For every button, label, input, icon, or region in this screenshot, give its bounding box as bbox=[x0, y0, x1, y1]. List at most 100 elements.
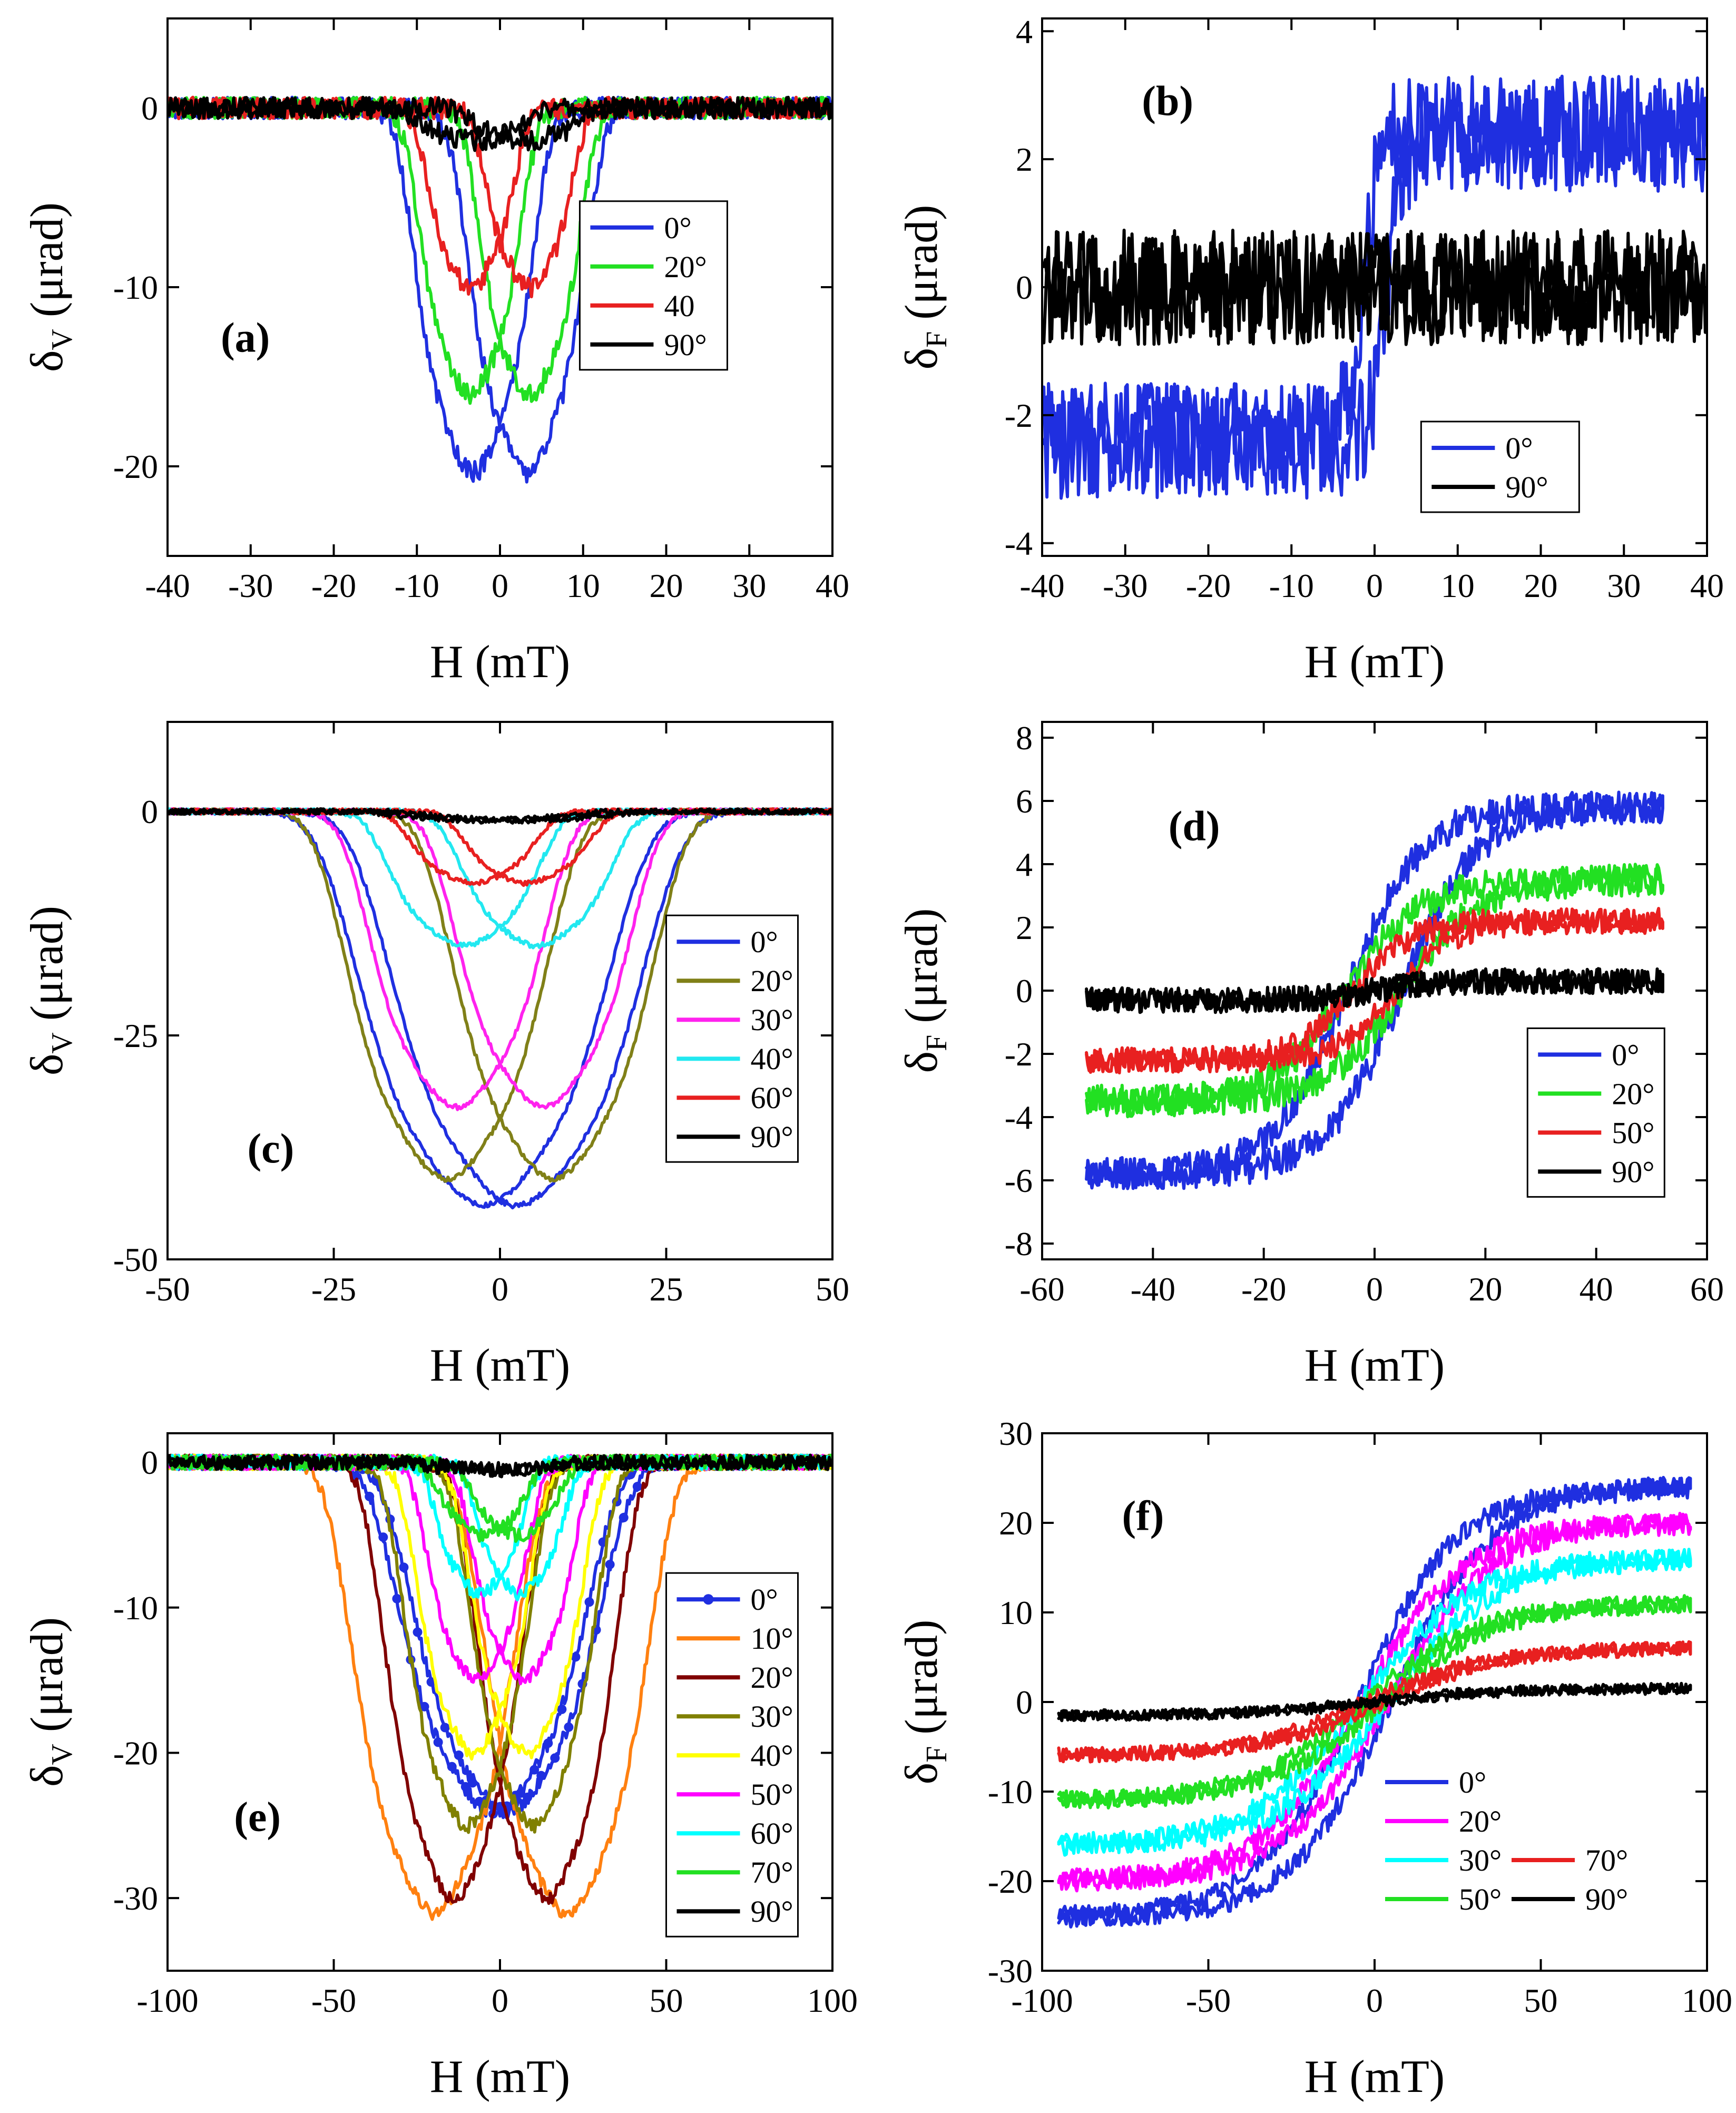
y-axis-title-d: δF (μrad) bbox=[896, 908, 953, 1073]
y-axis-title-unit-d: (μrad) bbox=[896, 908, 947, 1035]
series-marker-e-0-63 bbox=[619, 1513, 629, 1523]
legend-label-f-3: 50° bbox=[1459, 1882, 1502, 1916]
x-tick-label-d-2: -20 bbox=[1241, 1270, 1286, 1308]
y-axis-title-unit-a: (μrad) bbox=[22, 202, 73, 329]
series-marker-e-0-30 bbox=[392, 1593, 402, 1603]
legend-label-e-2: 20° bbox=[751, 1660, 793, 1695]
y-axis-title-sub-e: V bbox=[46, 1744, 79, 1765]
legend-box-c bbox=[665, 914, 799, 1163]
series-marker-e-0-26 bbox=[365, 1492, 375, 1502]
series-marker-e-0-24 bbox=[351, 1471, 361, 1481]
y-axis-title-unit-f: (μrad) bbox=[896, 1620, 947, 1746]
series-line-a-2 bbox=[168, 95, 832, 299]
y-axis-title-main-a: δ bbox=[22, 350, 73, 372]
series-marker-e-0-61 bbox=[605, 1560, 615, 1570]
legend-label-e-4: 40° bbox=[751, 1738, 793, 1773]
y-tick-label-c-1: -25 bbox=[113, 1017, 158, 1054]
series-marker-e-0-36 bbox=[433, 1737, 443, 1747]
x-axis-title-f: H (mT) bbox=[1305, 2051, 1445, 2102]
y-axis-title-b: δF (μrad) bbox=[896, 205, 953, 370]
x-tick-label-d-3: 0 bbox=[1366, 1270, 1383, 1308]
legend-label-e-3: 30° bbox=[751, 1699, 793, 1734]
series-marker-e-0-54 bbox=[557, 1704, 567, 1714]
series-marker-e-0-56 bbox=[571, 1652, 581, 1662]
series-line-f-2 bbox=[1057, 1548, 1692, 1857]
legend-label-c-1: 20° bbox=[751, 964, 793, 998]
x-tick-label-b-6: 20 bbox=[1524, 567, 1558, 604]
y-axis-title-main-d: δ bbox=[896, 1051, 947, 1073]
y-axis-title-main-f: δ bbox=[896, 1763, 947, 1784]
panel-label-a: (a) bbox=[221, 315, 270, 361]
y-tick-label-d-5: 2 bbox=[1016, 909, 1033, 946]
series-marker-e-0-34 bbox=[419, 1701, 429, 1711]
series-marker-e-0-40 bbox=[460, 1782, 470, 1792]
series-marker-e-0-33 bbox=[413, 1627, 423, 1637]
y-axis-title-unit-e: (μrad) bbox=[22, 1617, 73, 1744]
panel-label-c: (c) bbox=[247, 1126, 294, 1172]
y-tick-label-b-0: -4 bbox=[1005, 525, 1033, 562]
y-axis-title-unit-c: (μrad) bbox=[22, 906, 73, 1032]
series-line-f-4 bbox=[1057, 1640, 1692, 1764]
legend-label-f-2: 30° bbox=[1459, 1843, 1502, 1877]
series-line-c-5 bbox=[168, 807, 832, 825]
y-axis-title-a: δV (μrad) bbox=[22, 202, 79, 372]
series-line-f-3 bbox=[1057, 1594, 1692, 1809]
x-tick-label-c-3: 25 bbox=[650, 1270, 683, 1308]
legend-label-f-0: 0° bbox=[1459, 1765, 1486, 1799]
series-marker-e-0-31 bbox=[399, 1562, 409, 1572]
y-tick-label-f-0: -30 bbox=[988, 1952, 1033, 1990]
series-line-b-0 bbox=[1042, 74, 1707, 500]
legend-label-e-7: 70° bbox=[751, 1855, 793, 1890]
legend-label-d-1: 20° bbox=[1612, 1077, 1654, 1111]
x-axis-title-c: H (mT) bbox=[430, 1340, 570, 1391]
series-marker-e-0-50 bbox=[529, 1765, 540, 1775]
series-marker-e-0-28 bbox=[378, 1532, 388, 1542]
y-tick-label-e-1: -20 bbox=[113, 1734, 158, 1772]
y-tick-label-d-6: 4 bbox=[1016, 846, 1033, 883]
legend-label-e-8: 90° bbox=[751, 1894, 793, 1929]
y-tick-label-f-3: 0 bbox=[1016, 1684, 1033, 1721]
y-tick-label-e-3: 0 bbox=[141, 1444, 158, 1481]
x-tick-label-b-7: 30 bbox=[1607, 567, 1641, 604]
x-axis-title-a: H (mT) bbox=[430, 637, 570, 688]
series-group-a bbox=[168, 95, 832, 484]
panel-label-b: (b) bbox=[1142, 79, 1193, 125]
y-tick-label-d-3: -2 bbox=[1005, 1035, 1033, 1073]
x-tick-label-e-4: 100 bbox=[807, 1982, 858, 2019]
series-marker-e-0-38 bbox=[447, 1762, 457, 1772]
x-axis-title-e: H (mT) bbox=[430, 2051, 570, 2102]
series-marker-e-0-37 bbox=[440, 1723, 450, 1733]
y-axis-title-c: δV (μrad) bbox=[22, 906, 79, 1075]
x-tick-label-e-1: -50 bbox=[311, 1982, 356, 2019]
y-tick-label-f-1: -20 bbox=[988, 1863, 1033, 1900]
legend-label-e-6: 60° bbox=[751, 1816, 793, 1851]
legend-label-e-1: 10° bbox=[751, 1621, 793, 1656]
x-tick-label-f-4: 100 bbox=[1682, 1982, 1732, 2019]
series-marker-e-0-55 bbox=[564, 1722, 574, 1732]
legend-c: 0° 20° 30° 40° 60° 90° bbox=[665, 914, 799, 1163]
y-tick-label-b-1: -2 bbox=[1005, 397, 1033, 434]
y-tick-label-d-2: -4 bbox=[1005, 1099, 1033, 1136]
legend-label-b-1: 90° bbox=[1505, 470, 1548, 504]
legend-label-f-5: 90° bbox=[1585, 1882, 1628, 1916]
y-tick-label-f-5: 20 bbox=[999, 1504, 1033, 1542]
legend-e: 0° 10° 20° 30° 40° 50° 60° 70° 90° bbox=[665, 1572, 799, 1938]
x-tick-label-a-4: 0 bbox=[492, 567, 508, 604]
series-marker-e-0-65 bbox=[632, 1482, 642, 1492]
x-axis-title-b: H (mT) bbox=[1305, 637, 1445, 688]
series-group-f bbox=[1057, 1475, 1692, 1929]
y-tick-label-e-0: -30 bbox=[113, 1880, 158, 1917]
legend-f: 0° 20° 30° 50° 70° 90° bbox=[1385, 1765, 1628, 1916]
chart-panel-a: -40 -30 -20 -10 0 10 20 30 40 -20 -10 0 H (mT) δV (μr… bbox=[22, 17, 849, 688]
x-tick-label-c-1: -25 bbox=[311, 1270, 356, 1308]
x-tick-label-a-7: 30 bbox=[732, 567, 766, 604]
legend-d: 0° 20° 50° 90° bbox=[1526, 1027, 1665, 1198]
x-tick-label-b-4: 0 bbox=[1366, 567, 1383, 604]
legend-label-e-0: 0° bbox=[751, 1582, 778, 1617]
series-marker-e-0-41 bbox=[467, 1778, 477, 1788]
y-tick-label-d-0: -8 bbox=[1005, 1225, 1033, 1263]
y-tick-label-b-4: 4 bbox=[1016, 13, 1033, 50]
y-tick-label-a-1: -10 bbox=[113, 269, 158, 306]
